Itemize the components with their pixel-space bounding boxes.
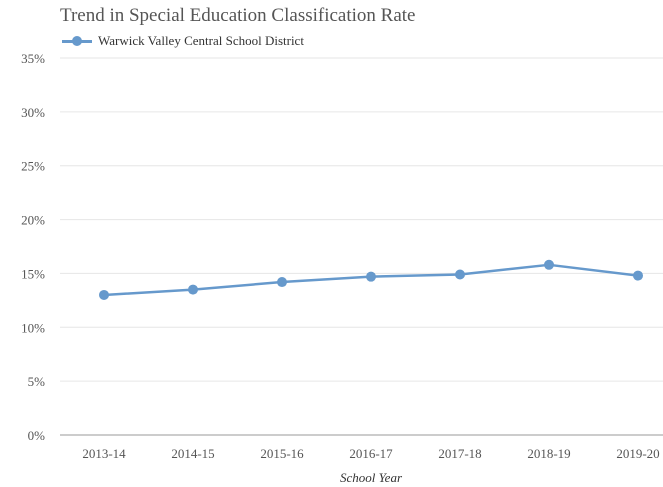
x-tick-label: 2014-15	[171, 446, 214, 461]
x-tick-label: 2018-19	[527, 446, 570, 461]
data-point[interactable]	[366, 271, 376, 282]
x-tick-label: 2016-17	[349, 446, 393, 461]
y-tick-label: 35%	[21, 51, 45, 66]
x-tick-label: 2013-14	[82, 446, 126, 461]
y-tick-label: 5%	[28, 374, 46, 389]
y-tick-label: 10%	[21, 320, 45, 335]
x-tick-label: 2015-16	[260, 446, 304, 461]
y-tick-label: 30%	[21, 105, 45, 120]
y-axis-tick-labels: 0% 5% 10% 15% 20% 25% 30% 35%	[21, 51, 45, 443]
data-point[interactable]	[633, 270, 643, 281]
x-tick-label: 2019-20	[616, 446, 659, 461]
data-point[interactable]	[277, 277, 287, 288]
series-group	[99, 259, 643, 300]
y-tick-label: 25%	[21, 159, 45, 174]
y-tick-label: 0%	[28, 428, 46, 443]
data-point[interactable]	[188, 284, 198, 295]
legend-label: Warwick Valley Central School District	[98, 33, 304, 48]
data-point[interactable]	[99, 289, 109, 300]
data-point[interactable]	[544, 259, 554, 270]
y-tick-label: 20%	[21, 213, 45, 228]
legend-item[interactable]: Warwick Valley Central School District	[62, 32, 304, 50]
chart-title: Trend in Special Education Classificatio…	[60, 5, 416, 26]
x-axis-title: School Year	[340, 470, 403, 485]
x-tick-label: 2017-18	[438, 446, 481, 461]
y-tick-label: 15%	[21, 266, 45, 281]
x-axis-tick-labels: 2013-14 2014-15 2015-16 2016-17 2017-18 2018-…	[82, 446, 659, 461]
legend-line-marker-icon	[62, 35, 92, 47]
gridlines	[60, 57, 663, 436]
data-point[interactable]	[455, 269, 465, 280]
